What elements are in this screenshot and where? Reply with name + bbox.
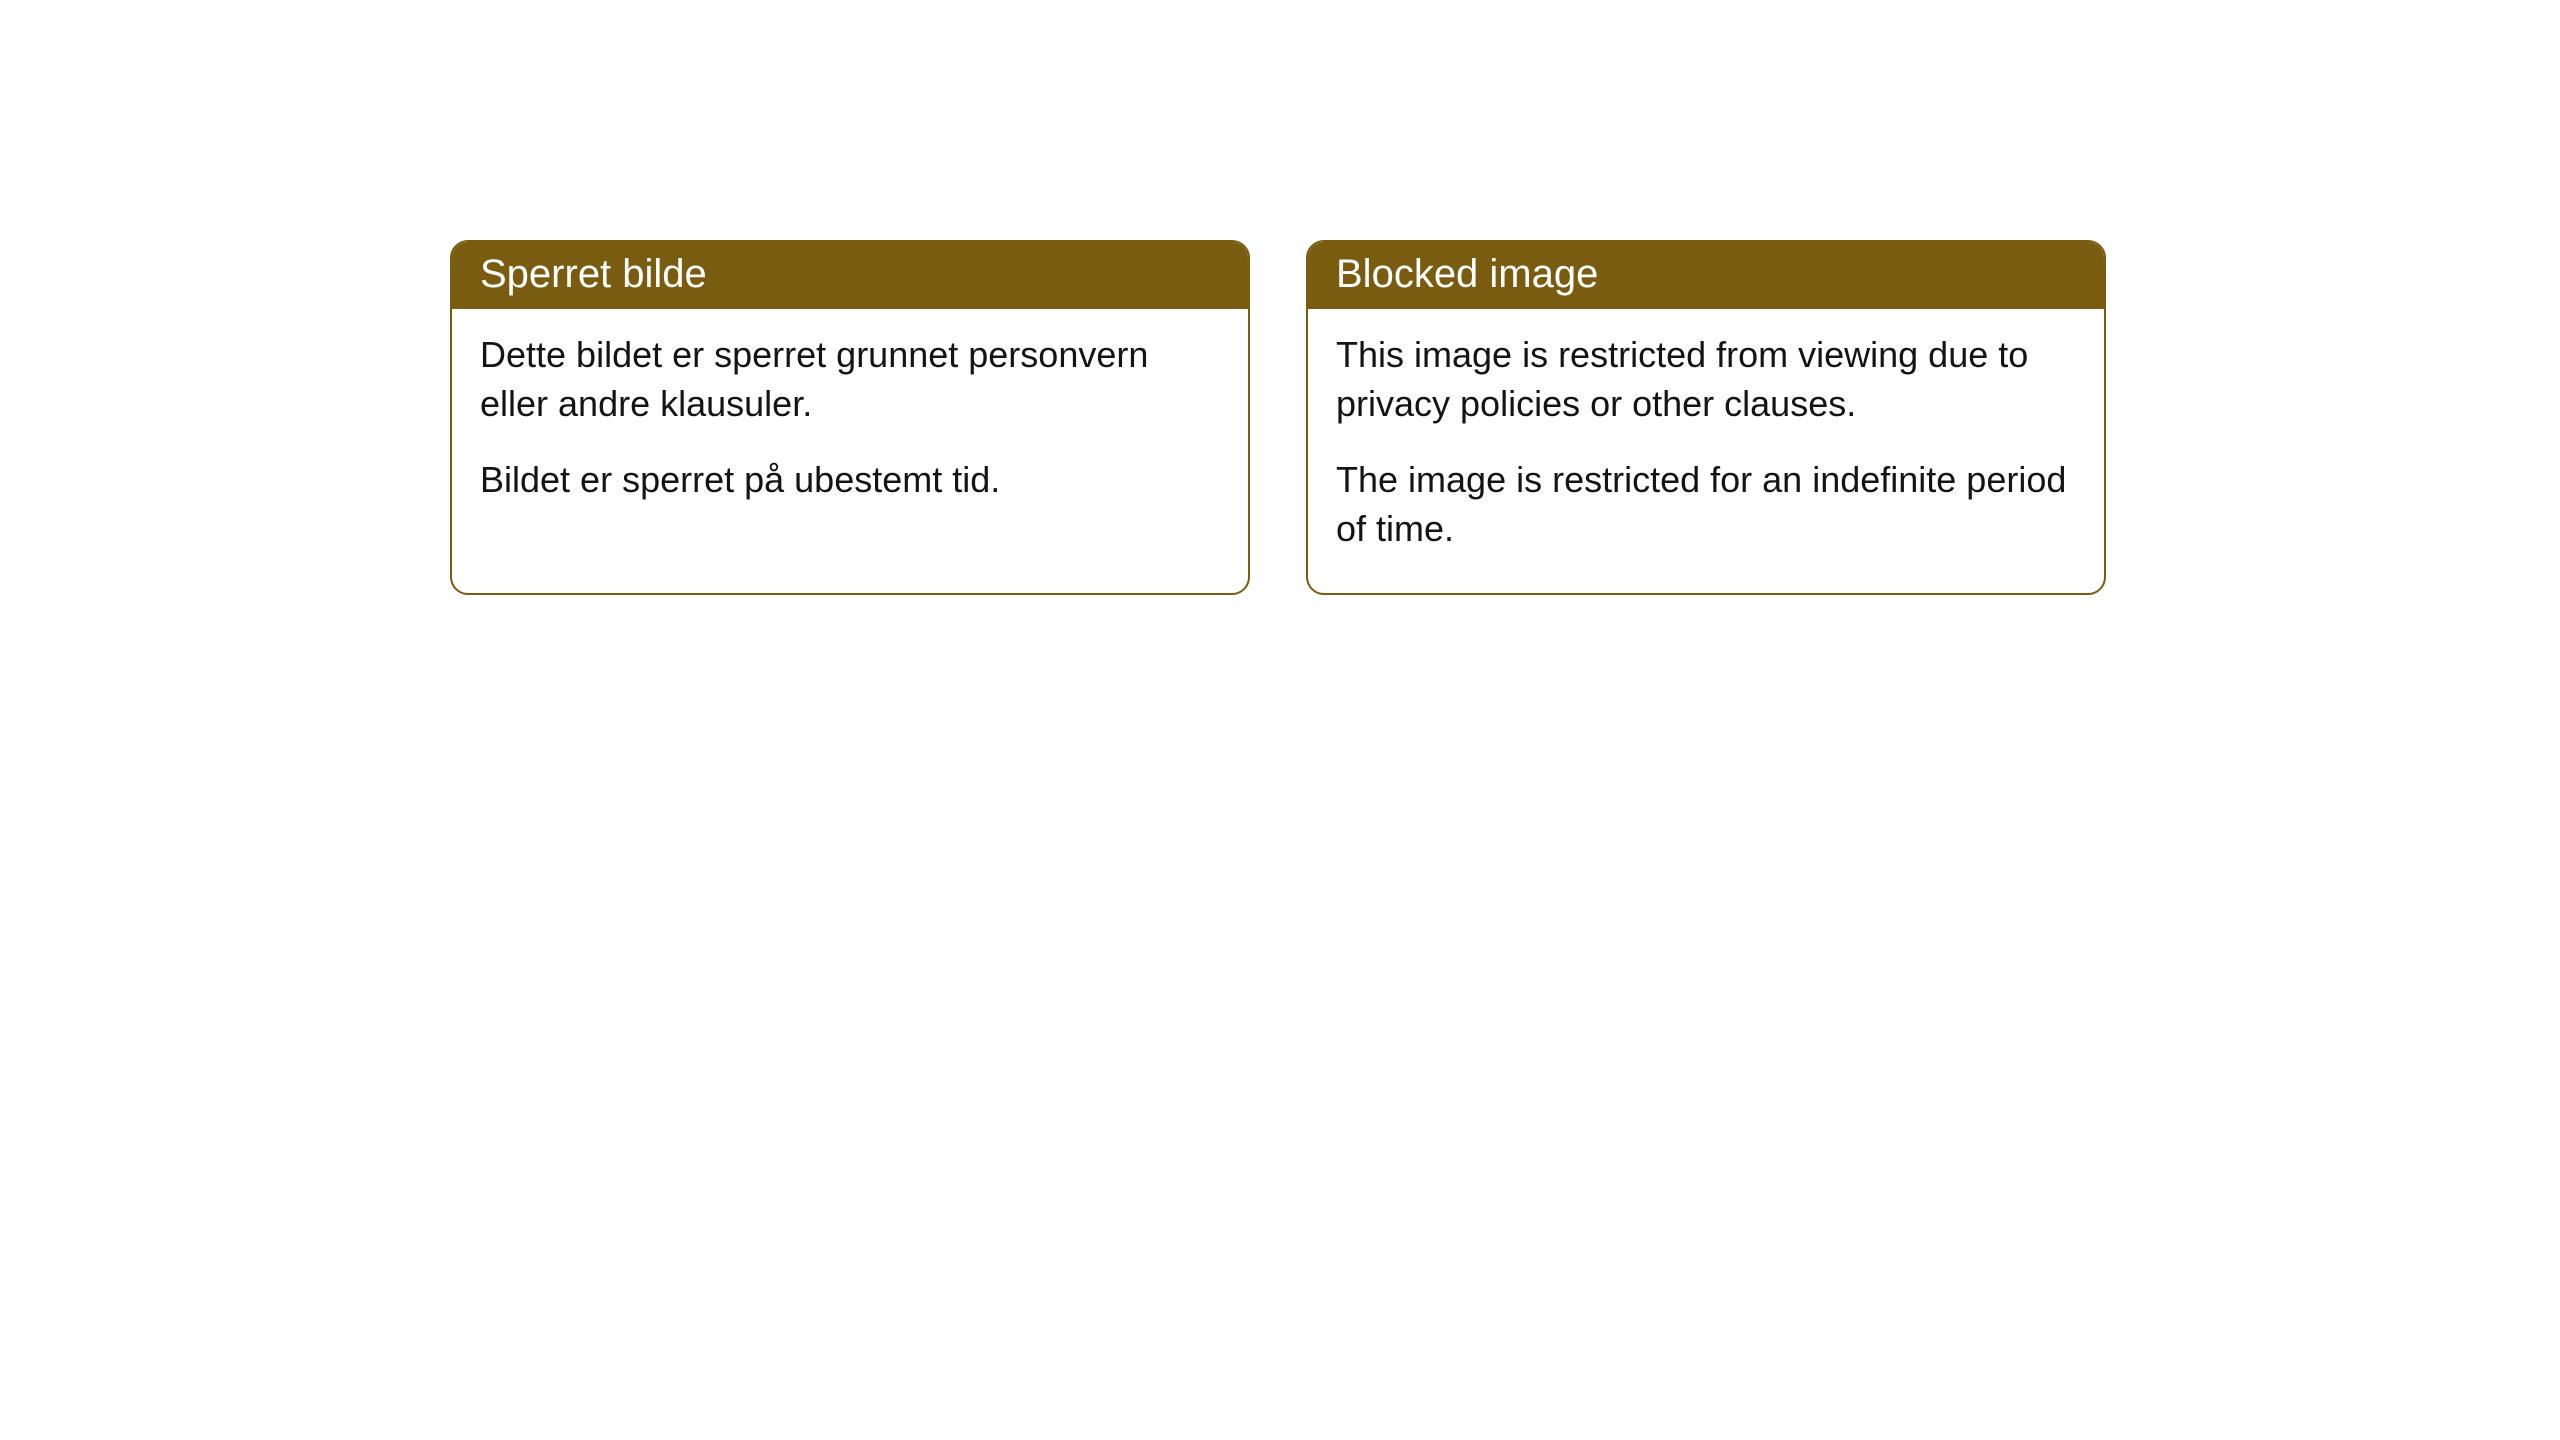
card-header-english: Blocked image	[1308, 242, 2104, 309]
card-title: Blocked image	[1336, 252, 1598, 296]
card-body-norwegian: Dette bildet er sperret grunnet personve…	[452, 309, 1248, 545]
card-paragraph: Dette bildet er sperret grunnet personve…	[480, 331, 1220, 428]
blocked-image-card-english: Blocked image This image is restricted f…	[1306, 240, 2106, 595]
notice-container: Sperret bilde Dette bildet er sperret gr…	[0, 0, 2560, 595]
card-paragraph: Bildet er sperret på ubestemt tid.	[480, 456, 1220, 505]
card-header-norwegian: Sperret bilde	[452, 242, 1248, 309]
card-body-english: This image is restricted from viewing du…	[1308, 309, 2104, 593]
card-paragraph: This image is restricted from viewing du…	[1336, 331, 2076, 428]
card-paragraph: The image is restricted for an indefinit…	[1336, 456, 2076, 553]
card-title: Sperret bilde	[480, 252, 707, 296]
blocked-image-card-norwegian: Sperret bilde Dette bildet er sperret gr…	[450, 240, 1250, 595]
